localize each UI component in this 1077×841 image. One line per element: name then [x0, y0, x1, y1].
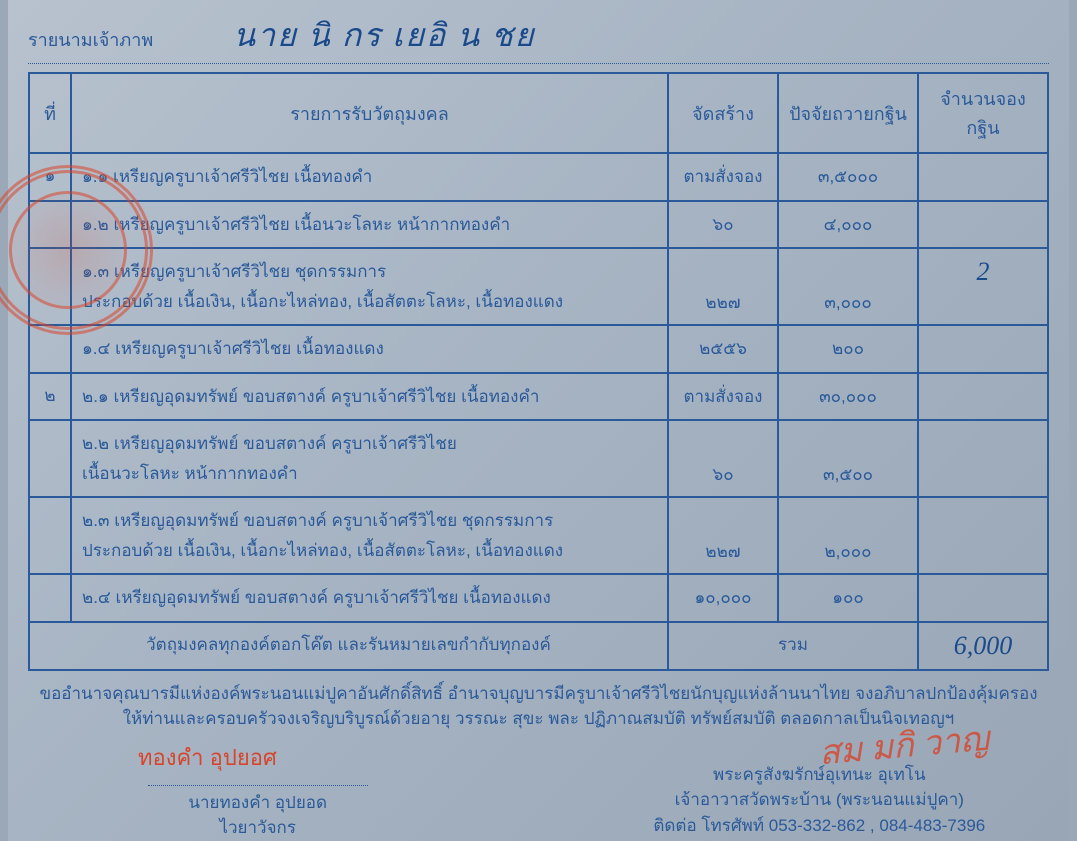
cell-detail: ๒.๓ เหรียญอุดมทรัพย์ ขอบสตางค์ ครูบาเจ้า… [71, 497, 668, 574]
cell-detail: ๒.๒ เหรียญอุดมทรัพย์ ขอบสตางค์ ครูบาเจ้า… [71, 420, 668, 497]
header-line: รายนามเจ้าภาพ นาย นิ กร เยอิ น ชย [28, 10, 1049, 64]
cell-detail: ๑.๑ เหรียญครูบาเจ้าศรีวิไชย เนื้อทองคำ [71, 153, 668, 201]
cell-price: ๒๐๐ [778, 325, 918, 373]
cell-qty: ๖๐ [668, 201, 778, 249]
summary-row: วัตถุมงคลทุกองค์ตอกโค๊ต และรันหมายเลขกำก… [29, 622, 1048, 670]
detail-line: ๑.๑ เหรียญครูบาเจ้าศรีวิไชย เนื้อทองคำ [82, 162, 657, 192]
detail-line: ๒.๒ เหรียญอุดมทรัพย์ ขอบสตางค์ ครูบาเจ้า… [82, 429, 657, 459]
detail-line: ๑.๓ เหรียญครูบาเจ้าศรีวิไชย ชุดกรรมการ [82, 257, 657, 287]
table-row: ๒.๔ เหรียญอุดมทรัพย์ ขอบสตางค์ ครูบาเจ้า… [29, 574, 1048, 622]
cell-qty: ตามสั่งจอง [668, 153, 778, 201]
cell-no: ๒ [29, 373, 71, 421]
cell-qty: ๒๕๕๖ [668, 325, 778, 373]
right-sig-role: เจ้าอาวาสวัดพระบ้าน (พระนอนแม่ปูคา) [590, 787, 1049, 813]
table-row: ๒.๓ เหรียญอุดมทรัพย์ ขอบสตางค์ ครูบาเจ้า… [29, 497, 1048, 574]
detail-line: ๒.๑ เหรียญอุดมทรัพย์ ขอบสตางค์ ครูบาเจ้า… [82, 382, 657, 412]
detail-line: ๒.๔ เหรียญอุดมทรัพย์ ขอบสตางค์ ครูบาเจ้า… [82, 583, 657, 613]
detail-line: ๒.๓ เหรียญอุดมทรัพย์ ขอบสตางค์ ครูบาเจ้า… [82, 506, 657, 536]
cell-qty: ๒๒๗ [668, 497, 778, 574]
col-header-item: รายการรับวัตถุมงคล [71, 73, 668, 153]
table-row: ๒.๒ เหรียญอุดมทรัพย์ ขอบสตางค์ ครูบาเจ้า… [29, 420, 1048, 497]
right-sig-contact: ติดต่อ โทรศัพท์ 053-332-862 , 084-483-73… [590, 813, 1049, 839]
cell-total: 2 [918, 248, 1048, 325]
cell-qty: ๒๒๗ [668, 248, 778, 325]
table-row: ๑.๓ เหรียญครูบาเจ้าศรีวิไชย ชุดกรรมการปร… [29, 248, 1048, 325]
summary-text: วัตถุมงคลทุกองค์ตอกโค๊ต และรันหมายเลขกำก… [29, 622, 668, 670]
cell-price: ๔,๐๐๐ [778, 201, 918, 249]
table-row: ๒ ๒.๑ เหรียญอุดมทรัพย์ ขอบสตางค์ ครูบาเจ้… [29, 373, 1048, 421]
summary-total-handwritten: 6,000 [918, 622, 1048, 670]
cell-qty: ๖๐ [668, 420, 778, 497]
cell-qty: ๑๐,๐๐๐ [668, 574, 778, 622]
detail-line: เนื้อนวะโลหะ หน้ากากทองคำ [82, 459, 657, 489]
cell-detail: ๒.๑ เหรียญอุดมทรัพย์ ขอบสตางค์ ครูบาเจ้า… [71, 373, 668, 421]
cell-detail: ๑.๔ เหรียญครูบาเจ้าศรีวิไชย เนื้อทองแดง [71, 325, 668, 373]
detail-line: ประกอบด้วย เนื้อเงิน, เนื้อกะไหล่ทอง, เน… [82, 536, 657, 566]
table-row: ๑๑.๑ เหรียญครูบาเจ้าศรีวิไชย เนื้อทองคำต… [29, 153, 1048, 201]
summary-label: รวม [668, 622, 918, 670]
col-header-total: จำนวนจองกฐิน [918, 73, 1048, 153]
cell-detail: ๑.๒ เหรียญครูบาเจ้าศรีวิไชย เนื้อนวะโลหะ… [71, 201, 668, 249]
cell-price: ๓,๕๐๐ [778, 420, 918, 497]
detail-line: ประกอบด้วย เนื้อเงิน, เนื้อกะไหล่ทอง, เน… [82, 287, 657, 317]
items-table: ที่ รายการรับวัตถุมงคล จัดสร้าง ปัจจัยถว… [28, 72, 1049, 671]
document-paper: รายนามเจ้าภาพ นาย นิ กร เยอิ น ชย ที่ รา… [8, 0, 1069, 841]
cell-no [29, 574, 71, 622]
cell-total [918, 373, 1048, 421]
table-row: ๑.๔ เหรียญครูบาเจ้าศรีวิไชย เนื้อทองแดง ๒… [29, 325, 1048, 373]
table-row: ๑.๒ เหรียญครูบาเจ้าศรีวิไชย เนื้อนวะโลหะ… [29, 201, 1048, 249]
cell-total [918, 153, 1048, 201]
cell-total [918, 201, 1048, 249]
table-header-row: ที่ รายการรับวัตถุมงคล จัดสร้าง ปัจจัยถว… [29, 73, 1048, 153]
cell-price: ๓,๐๐๐ [778, 248, 918, 325]
cell-price: ๑๐๐ [778, 574, 918, 622]
cell-total [918, 325, 1048, 373]
detail-line: ๑.๒ เหรียญครูบาเจ้าศรีวิไชย เนื้อนวะโลหะ… [82, 210, 657, 240]
header-label: รายนามเจ้าภาพ [28, 25, 173, 54]
cell-detail: ๒.๔ เหรียญอุดมทรัพย์ ขอบสตางค์ ครูบาเจ้า… [71, 574, 668, 622]
footer-block: ขออำนาจคุณบารมีแห่งองค์พระนอนแม่ปูคาอันศ… [28, 681, 1049, 841]
right-signature-block: พระครูสังฆรักษ์อุเทนะ อุเทโน เจ้าอาวาสวั… [590, 762, 1049, 841]
cell-total [918, 574, 1048, 622]
cell-no [29, 497, 71, 574]
stamp-name-red: ทองคำ อุปยอศ [138, 741, 277, 774]
blessing-line-1: ขออำนาจคุณบารมีแห่งองค์พระนอนแม่ปูคาอันศ… [28, 681, 1049, 707]
col-header-price: ปัจจัยถวายกฐิน [778, 73, 918, 153]
left-sig-role: ไวยาวัจกร [28, 815, 487, 841]
cell-no [29, 420, 71, 497]
col-header-no: ที่ [29, 73, 71, 153]
left-sig-name: นายทองคำ อุปยอด [28, 790, 487, 816]
cell-qty: ตามสั่งจอง [668, 373, 778, 421]
cell-total [918, 420, 1048, 497]
cell-detail: ๑.๓ เหรียญครูบาเจ้าศรีวิไชย ชุดกรรมการปร… [71, 248, 668, 325]
cell-total [918, 497, 1048, 574]
cell-price: ๓๐,๐๐๐ [778, 373, 918, 421]
owner-name-handwritten: นาย นิ กร เยอิ น ชย [173, 10, 535, 61]
cell-price: ๒,๐๐๐ [778, 497, 918, 574]
detail-line: ๑.๔ เหรียญครูบาเจ้าศรีวิไชย เนื้อทองแดง [82, 334, 657, 364]
col-header-qty: จัดสร้าง [668, 73, 778, 153]
cell-price: ๓,๕๐๐๐ [778, 153, 918, 201]
